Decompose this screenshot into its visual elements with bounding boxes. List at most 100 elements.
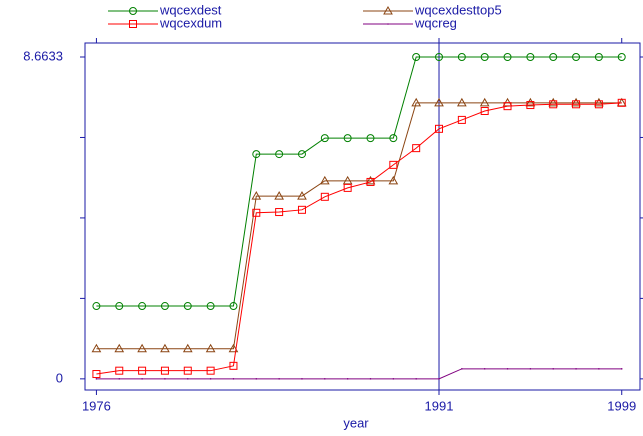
marker — [435, 52, 444, 61]
marker — [118, 378, 121, 380]
marker — [229, 302, 238, 311]
legend-marker — [129, 20, 137, 28]
x-tick-label: 1976 — [82, 398, 111, 413]
marker — [526, 52, 535, 61]
marker — [483, 368, 486, 370]
marker — [141, 378, 143, 380]
legend-marker — [129, 7, 137, 15]
marker — [343, 183, 352, 192]
marker — [160, 302, 169, 311]
marker — [115, 366, 124, 375]
marker — [572, 52, 581, 61]
marker — [209, 378, 212, 380]
marker — [549, 100, 558, 109]
marker — [301, 378, 303, 380]
marker — [324, 378, 326, 380]
marker — [598, 368, 600, 370]
marker — [95, 378, 98, 380]
marker — [92, 370, 101, 379]
marker — [232, 378, 235, 380]
marker — [435, 124, 444, 133]
marker — [114, 343, 125, 353]
series-line — [96, 102, 622, 350]
series-line — [96, 368, 622, 380]
marker — [320, 192, 329, 201]
marker — [297, 205, 306, 214]
marker — [160, 343, 170, 353]
marker — [297, 150, 306, 159]
plot-frame — [84, 42, 641, 391]
marker — [182, 343, 193, 353]
marker — [252, 208, 261, 217]
x-tick-label: 1991 — [425, 398, 454, 413]
marker — [620, 368, 623, 370]
marker — [343, 134, 352, 143]
marker — [480, 52, 489, 61]
marker — [275, 150, 284, 159]
marker — [115, 302, 124, 311]
marker — [137, 343, 147, 353]
marker — [594, 100, 603, 109]
legend-marker — [383, 5, 393, 15]
marker — [388, 175, 399, 185]
marker — [548, 97, 559, 107]
marker — [461, 368, 463, 370]
marker — [575, 368, 577, 370]
marker — [274, 191, 284, 200]
marker — [160, 366, 169, 375]
marker — [138, 366, 147, 375]
marker — [529, 368, 532, 370]
marker — [183, 366, 192, 375]
x-tick-label: 1999 — [607, 398, 636, 413]
marker — [480, 106, 489, 115]
marker — [255, 378, 258, 380]
marker — [526, 101, 535, 110]
marker — [457, 115, 466, 124]
marker — [457, 52, 466, 61]
marker — [572, 100, 581, 109]
marker — [275, 208, 284, 217]
marker — [366, 177, 375, 186]
marker — [525, 97, 536, 107]
y-tick-label: 0 — [56, 370, 63, 385]
marker — [617, 52, 626, 61]
marker — [183, 302, 192, 311]
marker — [594, 97, 604, 107]
marker — [434, 97, 444, 107]
marker — [456, 97, 467, 107]
y-tick-label: 8.6633 — [23, 48, 63, 63]
marker — [506, 368, 509, 370]
legend-label: wqcexdum — [159, 15, 222, 30]
marker — [251, 191, 262, 200]
marker — [571, 97, 581, 107]
marker — [617, 98, 626, 107]
marker — [438, 378, 440, 380]
marker — [186, 378, 189, 380]
marker — [206, 302, 215, 311]
marker — [91, 343, 102, 353]
marker — [552, 368, 555, 370]
marker — [479, 97, 490, 107]
legend-label: wqcexdest — [159, 2, 222, 17]
marker — [320, 134, 329, 143]
legend-label: wqcexdesttop5 — [414, 2, 502, 17]
marker — [369, 378, 372, 380]
marker — [92, 302, 101, 311]
marker — [594, 52, 603, 61]
x-axis-label: year — [343, 415, 369, 430]
marker — [342, 175, 353, 185]
marker — [278, 378, 280, 380]
marker — [297, 191, 307, 200]
marker — [205, 343, 216, 353]
marker — [164, 378, 166, 380]
marker — [252, 150, 261, 159]
marker — [549, 52, 558, 61]
marker — [389, 160, 398, 169]
series-line — [96, 56, 622, 307]
marker — [411, 97, 422, 107]
legend-marker — [387, 23, 389, 25]
marker — [229, 361, 238, 370]
marker — [392, 378, 395, 380]
marker — [366, 134, 375, 143]
